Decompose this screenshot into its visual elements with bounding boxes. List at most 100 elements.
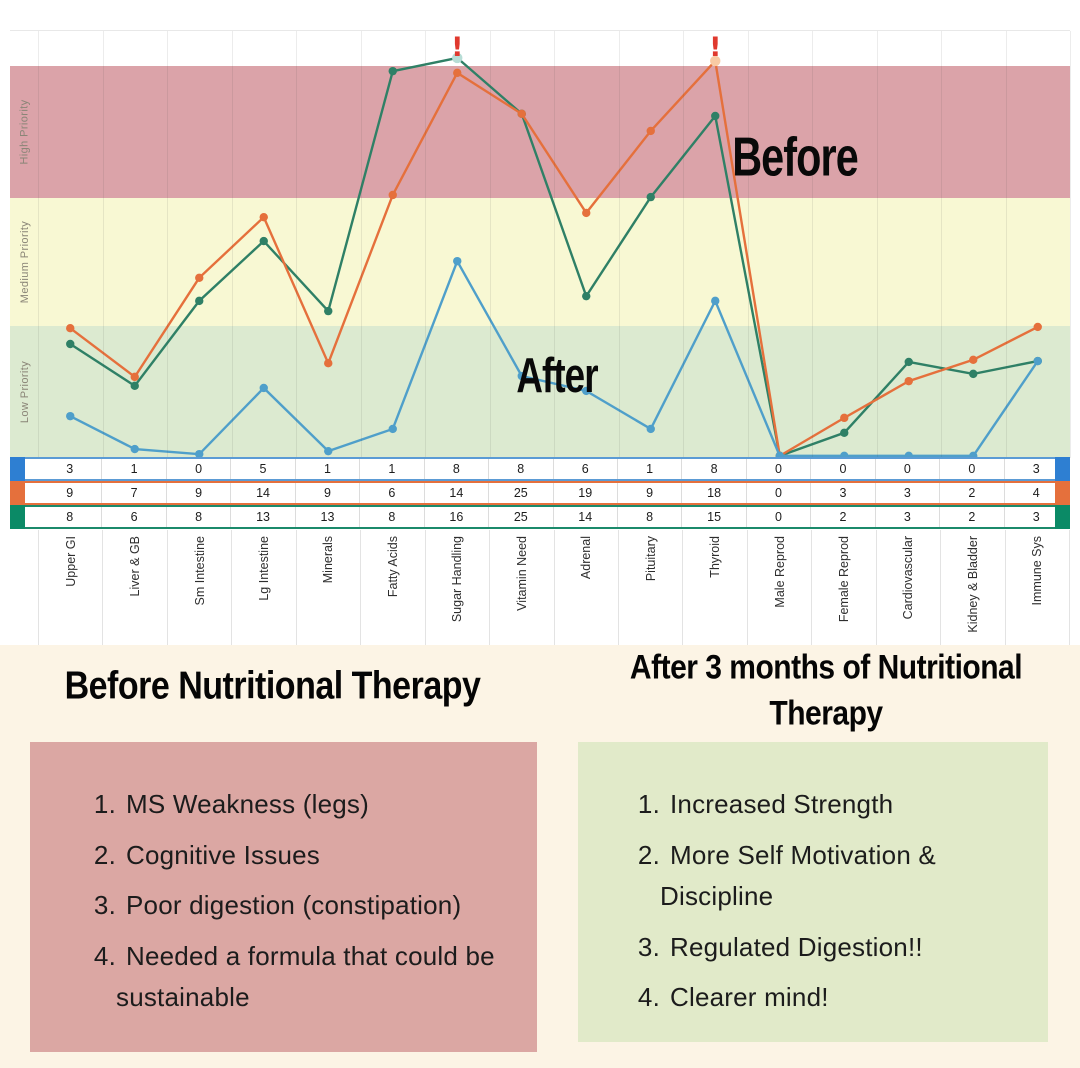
list-item-text: Clearer mind! bbox=[670, 982, 829, 1013]
score-cell: 1 bbox=[618, 459, 683, 479]
priority-band-label: Low Priority bbox=[10, 326, 40, 458]
row-orange-point bbox=[646, 126, 655, 136]
score-cell: 8 bbox=[618, 507, 683, 527]
list-item: 3. Regulated Digestion!! bbox=[616, 927, 1034, 969]
row-blue-point bbox=[517, 371, 526, 381]
score-cell: 3 bbox=[1032, 462, 1040, 476]
score-cell: 3 bbox=[876, 507, 941, 527]
grid-line bbox=[876, 31, 878, 458]
row-blue-point bbox=[646, 424, 655, 434]
score-cell: 0 bbox=[940, 459, 1005, 479]
list-item-number: 3. bbox=[637, 931, 660, 962]
category-label: Vitamin Need bbox=[514, 536, 529, 611]
category-label-cell: Fatty Acids bbox=[361, 530, 426, 645]
priority-band: Medium Priority bbox=[10, 197, 1070, 327]
list-item: 4. Clearer mind! bbox=[616, 977, 1034, 1019]
peak-highlight-point bbox=[452, 52, 463, 64]
row-blue-point bbox=[66, 411, 75, 421]
row-blue-point bbox=[840, 451, 849, 458]
score-cell: 8 bbox=[682, 459, 747, 479]
category-label: Kidney & Bladder bbox=[965, 536, 980, 633]
category-label-cell: Female Reprod bbox=[812, 530, 877, 645]
row-color-tab bbox=[1055, 457, 1070, 481]
score-cell: 7 bbox=[102, 483, 167, 503]
list-item-number: 3. bbox=[93, 890, 116, 921]
category-label: Male Reprod bbox=[772, 536, 787, 608]
score-cell: 6 bbox=[554, 459, 618, 479]
score-cell: 14 bbox=[554, 507, 618, 527]
line-chart-svg bbox=[66, 52, 1042, 458]
grid-line bbox=[683, 31, 684, 458]
priority-band-label: Medium Priority bbox=[10, 198, 40, 326]
after-heading: After 3 months of Nutritional Therapy bbox=[629, 648, 1023, 732]
score-cell: 8 bbox=[489, 459, 554, 479]
list-item: 2. Cognitive Issues bbox=[72, 835, 513, 877]
row-orange-line bbox=[69, 58, 1039, 458]
row-blue-point bbox=[388, 424, 397, 434]
row-blue-point bbox=[130, 444, 139, 454]
symptom-burden-chart: High Priority Medium Priority Low Priority… bbox=[0, 0, 1080, 645]
category-label-cell: Adrenal bbox=[555, 530, 619, 645]
category-label: Liver & GB bbox=[128, 536, 143, 597]
score-table: 3 1 0 5 1 1 8 8 6 1 8 0 0 0 0 3 9 7 9 14 9 6 14 25 19 9 18 0 3 3 2 4 8 6 8… bbox=[10, 457, 1070, 529]
category-label: Fatty Acids bbox=[385, 536, 400, 598]
priority-band: High Priority bbox=[10, 66, 1070, 198]
grid-line bbox=[102, 31, 104, 458]
priority-band: Low Priority bbox=[10, 326, 1070, 458]
row-green-point bbox=[130, 381, 139, 391]
before-box: 1. MS Weakness (legs) 2. Cognitive Issues 3.… bbox=[30, 742, 537, 1052]
category-label: Sugar Handling bbox=[450, 536, 465, 623]
row-green-point bbox=[195, 296, 204, 306]
after-box: 1. Increased Strength 2. More Self Motivati… bbox=[578, 742, 1048, 1042]
peak-highlight-point bbox=[710, 55, 721, 67]
row-orange-point bbox=[582, 208, 591, 218]
category-label: Minerals bbox=[321, 536, 336, 584]
row-orange-point bbox=[840, 413, 849, 423]
score-cell: 14 bbox=[425, 483, 490, 503]
grid-line bbox=[360, 31, 362, 458]
score-cells: 9 7 9 14 9 6 14 25 19 9 18 0 3 3 2 4 bbox=[38, 483, 1068, 503]
category-label-cell: Lg Intestine bbox=[232, 530, 297, 645]
category-label-cell: Immune Sys bbox=[1006, 530, 1070, 645]
score-cell: 9 bbox=[38, 483, 103, 503]
row-green-line bbox=[69, 56, 1038, 458]
list-item-number: 1. bbox=[93, 789, 116, 819]
score-cell: 4 bbox=[1032, 486, 1040, 500]
row-orange-point bbox=[324, 359, 333, 368]
grid-columns: !! Before After bbox=[38, 31, 1071, 458]
score-cell: 1 bbox=[360, 459, 425, 479]
score-row-row-orange: 9 7 9 14 9 6 14 25 19 9 18 0 3 3 2 4 bbox=[10, 481, 1070, 505]
row-green-point bbox=[582, 291, 591, 301]
row-orange-point bbox=[66, 323, 75, 333]
list-item-text: Regulated Digestion!! bbox=[670, 931, 923, 962]
category-label: Lg Intestine bbox=[257, 536, 272, 601]
alert-annotation: ! bbox=[709, 32, 722, 63]
row-green-point bbox=[711, 111, 720, 121]
category-label-cell: Sm Intestine bbox=[168, 530, 233, 645]
score-cell: 6 bbox=[102, 507, 167, 527]
row-blue-point bbox=[324, 446, 333, 456]
category-label: Female Reprod bbox=[836, 536, 851, 623]
grid-line bbox=[1070, 31, 1071, 458]
row-orange-point bbox=[517, 109, 526, 119]
category-label-cell: Kidney & Bladder bbox=[941, 530, 1006, 645]
score-cell: 2 bbox=[811, 507, 876, 527]
plot-area: High Priority Medium Priority Low Priority… bbox=[10, 30, 1071, 458]
score-cell: 0 bbox=[811, 459, 876, 479]
row-orange-point bbox=[388, 190, 397, 200]
row-orange-point bbox=[453, 68, 462, 78]
score-cell: 2 bbox=[940, 507, 1005, 527]
score-cell: 0 bbox=[747, 507, 812, 527]
score-cell: 8 bbox=[167, 507, 232, 527]
category-label-cell: Liver & GB bbox=[103, 530, 168, 645]
list-item-number: 4. bbox=[93, 940, 116, 971]
category-label: Thyroid bbox=[708, 536, 723, 578]
category-label-cell: Upper GI bbox=[38, 530, 104, 645]
grid-line bbox=[747, 31, 749, 458]
category-label-cell: Minerals bbox=[297, 530, 362, 645]
score-cell: 2 bbox=[940, 483, 1005, 503]
list-item-number: 2. bbox=[637, 839, 660, 870]
score-cell: 15 bbox=[682, 507, 747, 527]
score-cell: 9 bbox=[296, 483, 361, 503]
row-orange-point bbox=[259, 212, 268, 222]
